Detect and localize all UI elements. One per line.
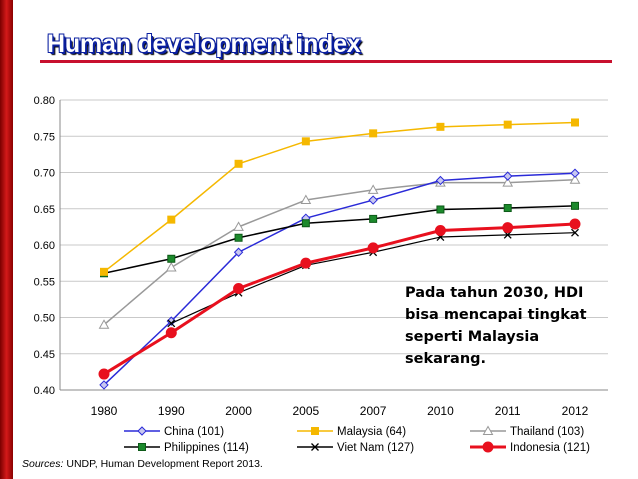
x-tick-label: 2010	[427, 404, 454, 418]
page-title: Human development index	[47, 30, 361, 58]
legend-label: Viet Nam (127)	[337, 442, 414, 454]
source-note: Sources: UNDP, Human Development Report …	[22, 458, 263, 470]
data-point	[503, 171, 513, 181]
data-point	[436, 122, 445, 131]
data-point	[100, 267, 108, 276]
annotation-line-1: Pada tahun 2030, HDI	[405, 285, 584, 301]
legend-label: Thailand (103)	[510, 426, 584, 438]
legend-label: China (101)	[164, 426, 224, 438]
legend-marker	[137, 426, 147, 436]
data-point	[167, 215, 176, 224]
data-point	[503, 204, 512, 213]
data-point	[165, 261, 177, 272]
legend-marker	[482, 441, 494, 453]
data-point	[233, 221, 244, 231]
y-tick-label: 0.60	[34, 240, 55, 252]
data-point	[367, 242, 379, 254]
data-point	[234, 233, 243, 242]
data-point	[233, 247, 244, 257]
data-point	[569, 174, 581, 184]
x-tick-label: 2012	[562, 404, 589, 418]
data-point	[434, 225, 446, 236]
legend-item: Thailand (103)	[470, 425, 584, 438]
data-point	[301, 137, 310, 146]
data-point	[167, 254, 176, 263]
data-point	[435, 175, 446, 186]
source-label: Sources:	[22, 458, 64, 470]
data-point	[571, 201, 579, 210]
data-point	[571, 118, 579, 127]
series-line	[103, 179, 576, 326]
x-tick-label: 2007	[360, 404, 387, 418]
annotation-text: Pada tahun 2030, HDI bisa mencapai tingk…	[405, 282, 615, 370]
series-line	[103, 121, 576, 273]
legend-layer: China (101) Malaysia (64) Thailand (103) Ph…	[124, 425, 590, 454]
x-tick-label: 2005	[293, 404, 320, 418]
x-tick-label: 1990	[158, 404, 185, 418]
series-line	[103, 172, 576, 386]
data-point	[570, 168, 580, 178]
legend-label: Indonesia (121)	[510, 442, 590, 454]
series-line	[103, 205, 576, 275]
series-layer	[98, 118, 581, 390]
data-point	[502, 177, 514, 187]
axis-layer: 0.40 0.45 0.50 0.55 0.60 0.65 0.70 0.75 0.80 1980…	[34, 95, 608, 418]
legend-label: Malaysia (64)	[337, 426, 406, 438]
source-text: UNDP, Human Development Report 2013.	[63, 458, 263, 470]
y-tick-label: 0.50	[34, 313, 55, 325]
data-point	[300, 194, 312, 205]
data-point	[369, 214, 378, 223]
legend-marker	[311, 427, 319, 435]
annotation-line-2: bisa mencapai tingkat	[405, 307, 587, 323]
y-tick-label: 0.65	[34, 204, 55, 216]
data-point	[165, 327, 177, 339]
legend-item: Malaysia (64)	[297, 426, 406, 438]
x-tick-label: 2011	[495, 404, 521, 418]
data-point	[571, 228, 579, 237]
legend-marker	[311, 443, 319, 451]
data-point	[234, 159, 243, 168]
legend-item: China (101)	[124, 426, 224, 438]
data-point	[233, 283, 245, 294]
y-tick-label: 0.40	[34, 385, 55, 397]
data-point	[167, 319, 176, 328]
legend-item: Indonesia (121)	[470, 441, 590, 454]
series-line	[103, 222, 576, 376]
annotation-line-4: sekarang.	[405, 351, 487, 367]
data-point	[300, 257, 312, 269]
data-point	[369, 129, 378, 138]
data-point	[436, 205, 445, 214]
data-point	[368, 195, 378, 205]
title-underline	[40, 60, 612, 63]
y-tick-label: 0.75	[34, 131, 55, 143]
annotation-line-3: seperti Malaysia	[405, 329, 540, 345]
legend-marker	[482, 425, 494, 435]
data-point	[98, 319, 110, 329]
data-point	[301, 219, 310, 228]
y-tick-label: 0.70	[34, 168, 55, 180]
data-point	[569, 218, 581, 230]
data-point	[367, 184, 379, 194]
left-accent-bar	[0, 0, 13, 479]
legend-marker	[138, 443, 146, 451]
data-point	[502, 222, 514, 234]
y-tick-label: 0.45	[34, 349, 55, 361]
x-tick-label: 1980	[91, 404, 118, 418]
y-tick-label: 0.55	[34, 276, 55, 288]
legend-label: Philippines (114)	[164, 442, 249, 454]
x-tick-label: 2000	[225, 404, 252, 418]
y-tick-label: 0.80	[34, 95, 55, 107]
legend-item: Philippines (114)	[124, 442, 249, 454]
data-point	[99, 380, 109, 390]
data-point	[98, 368, 110, 380]
data-point	[503, 120, 512, 129]
legend-item: Viet Nam (127)	[297, 442, 414, 454]
